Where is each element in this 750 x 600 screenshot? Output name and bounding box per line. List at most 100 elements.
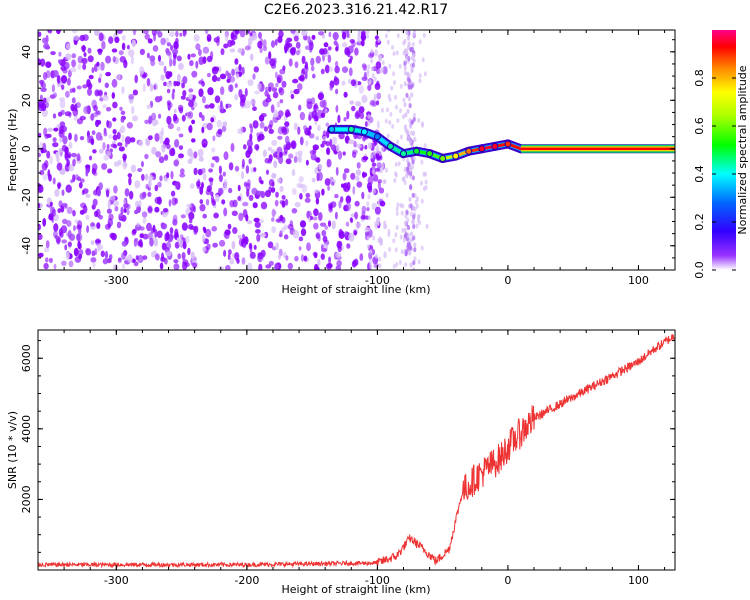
heatmap-blob [206, 122, 213, 131]
heatmap-blob [166, 231, 170, 240]
heatmap-blob [234, 165, 240, 172]
heatmap-blob [375, 253, 378, 259]
heatmap-blob [157, 181, 162, 188]
heatmap-blob [276, 101, 281, 108]
heatmap-blob [343, 117, 347, 122]
heatmap-blob [134, 74, 138, 84]
heatmap-blob [153, 238, 158, 247]
heatmap-blob [297, 150, 303, 157]
heatmap-blob [184, 262, 190, 268]
heatmap-blob [231, 240, 236, 250]
heatmap-blob [99, 73, 103, 79]
heatmap-blob [413, 112, 416, 118]
heatmap-blob [51, 84, 56, 93]
heatmap-blob [119, 106, 123, 111]
heatmap-blob [85, 193, 91, 198]
heatmap-blob [376, 92, 382, 100]
heatmap-blob [121, 42, 126, 51]
heatmap-blob [228, 187, 233, 194]
heatmap-blob [276, 177, 282, 184]
heatmap-blob [141, 211, 148, 218]
heatmap-blob [417, 117, 421, 123]
heatmap-blob [112, 101, 118, 109]
heatmap-blob [287, 223, 294, 230]
heatmap-blob [49, 201, 53, 207]
heatmap-blob [83, 52, 87, 57]
heatmap-blob [116, 30, 123, 34]
heatmap-blob [354, 211, 358, 220]
heatmap-blob [366, 69, 370, 74]
heatmap-blob [279, 214, 284, 222]
heatmap-blob [406, 44, 411, 51]
heatmap-blob [312, 147, 317, 155]
heatmap-blob [392, 263, 396, 269]
heatmap-blob [338, 200, 342, 209]
heatmap-blob [356, 162, 361, 169]
heatmap-blob [378, 236, 382, 242]
heatmap-blob [173, 116, 179, 124]
heatmap-blob [249, 252, 256, 260]
heatmap-blob [158, 113, 162, 119]
heatmap-blob [331, 181, 335, 186]
heatmap-blob [393, 178, 397, 183]
heatmap-blob [320, 143, 325, 148]
heatmap-blob [257, 190, 264, 197]
heatmap-blob [150, 227, 155, 234]
heatmap-blob [362, 156, 369, 161]
heatmap-blob [166, 143, 171, 150]
heatmap-blob [399, 134, 403, 140]
heatmap-blob [189, 183, 195, 189]
heatmap-blob [117, 142, 123, 147]
heatmap-blob [335, 265, 342, 270]
heatmap-blob [367, 64, 371, 70]
heatmap-blob [424, 171, 427, 177]
heatmap-blob [193, 151, 198, 159]
heatmap-blob [367, 121, 371, 127]
heatmap-blob [66, 220, 72, 227]
heatmap-blob [382, 179, 386, 185]
heatmap-blob [174, 139, 180, 148]
x-tick-label: -100 [365, 274, 390, 287]
heatmap-blob [279, 99, 284, 104]
heatmap-blob [271, 246, 277, 251]
heatmap-blob [415, 223, 419, 229]
heatmap-blob [96, 222, 101, 230]
heatmap-blob [413, 256, 417, 262]
heatmap-blob [340, 196, 344, 203]
heatmap-blob [107, 199, 111, 209]
heatmap-blob [372, 150, 376, 156]
heatmap-blob [409, 184, 413, 190]
heatmap-blob [71, 30, 78, 34]
heatmap-blob [404, 262, 408, 268]
heatmap-blob [372, 188, 376, 194]
heatmap-blob [192, 262, 198, 269]
heatmap-blob [395, 206, 399, 212]
heatmap-blob [295, 41, 301, 49]
heatmap-blob [299, 136, 304, 146]
heatmap-blob [334, 65, 340, 74]
heatmap-blob [295, 49, 300, 56]
heatmap-blob [316, 109, 324, 119]
heatmap-blob [420, 159, 424, 165]
heatmap-blob [412, 267, 416, 270]
heatmap-blob [388, 63, 392, 69]
heatmap-blob [181, 252, 186, 260]
snr-frame [37, 329, 676, 571]
heatmap-blob [59, 137, 63, 143]
heatmap-blob [361, 63, 367, 69]
heatmap-blob [67, 241, 73, 247]
heatmap-blob [371, 73, 375, 79]
heatmap-blob [327, 46, 332, 51]
heatmap-blob [259, 121, 265, 129]
heatmap-blob [297, 156, 301, 162]
heatmap-blob [318, 212, 323, 221]
heatmap-blob [370, 66, 374, 72]
heatmap-blob [375, 167, 381, 172]
heatmap-blob [42, 37, 47, 44]
heatmap-blob [61, 260, 67, 266]
heatmap-blob [166, 82, 173, 88]
heatmap-blob [181, 114, 186, 122]
heatmap-blob [161, 252, 164, 261]
colorbar-tick-label: 0.4 [693, 165, 706, 183]
heatmap-blob [367, 142, 373, 150]
